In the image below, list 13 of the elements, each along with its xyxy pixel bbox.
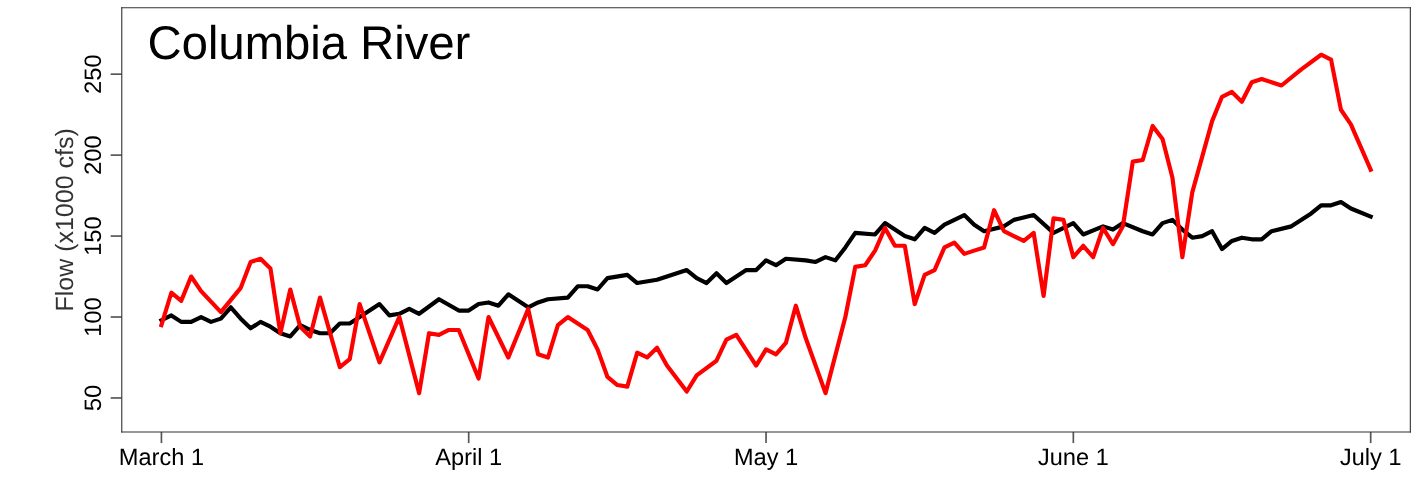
y-tick-label: 100 [84,298,102,335]
y-tick-label: 250 [84,55,102,93]
x-tick-label: May 1 [735,448,798,470]
y-tick-label: 150 [84,217,102,254]
x-tick-label: April 1 [435,447,502,470]
x-tick-label: June 1 [1038,448,1108,466]
x-tick-label: July 1 [1340,447,1401,470]
y-axis-title: Flow (x1000 cfs) [54,129,79,310]
chart-title: Columbia River [149,24,470,60]
y-tick-label: 50 [84,385,102,411]
y-tick-label: 200 [84,136,102,174]
x-tick-label: March 1 [120,447,203,466]
line-series [159,199,1373,339]
